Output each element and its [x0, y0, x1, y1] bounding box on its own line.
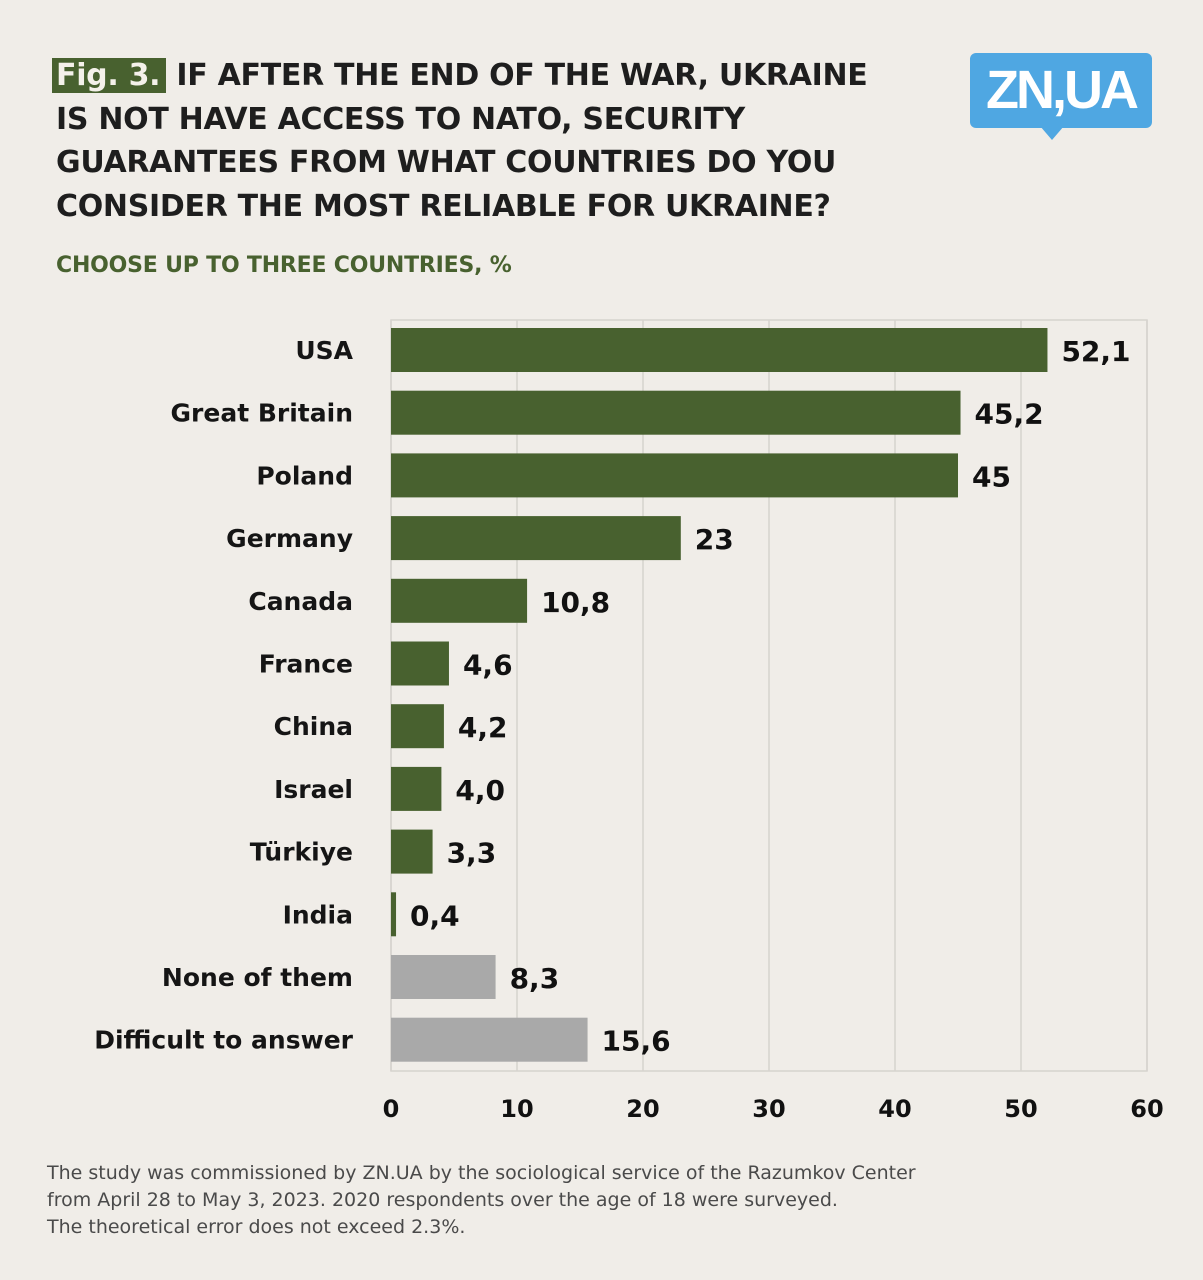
x-tick-label: 0	[383, 1095, 400, 1123]
bar	[391, 766, 442, 811]
value-label: 45,2	[975, 398, 1044, 431]
grid-lines	[390, 319, 1148, 1072]
category-label: None of them	[162, 963, 353, 992]
x-tick-label: 20	[626, 1095, 659, 1123]
bar	[391, 516, 681, 561]
category-label: Germany	[226, 524, 353, 553]
value-label: 8,3	[510, 962, 560, 995]
category-label: Canada	[248, 587, 353, 616]
category-label: USA	[295, 336, 353, 365]
title-line-3: GUARANTEES FROM WHAT COUNTRIES DO YOU	[56, 145, 837, 180]
footnote-line-1: The study was commissioned by ZN.UA by t…	[47, 1162, 916, 1184]
value-labels: 52,1 45,2 45 23 10,8 4,6 4,2 4,0 3,3 0,4 8,3 15,6	[410, 335, 1131, 1058]
footnote-line-3: The theoretical error does not exceed 2.…	[47, 1216, 466, 1238]
category-labels: USA Great Britain Poland Germany Canada Franc…	[94, 336, 353, 1055]
category-label: Great Britain	[171, 399, 353, 428]
logo-text: ZN,UA	[986, 60, 1139, 120]
category-label: Türkiye	[250, 838, 353, 867]
value-label: 3,3	[447, 837, 497, 870]
x-tick-label: 60	[1130, 1095, 1163, 1123]
bar	[391, 453, 958, 498]
bar	[391, 829, 433, 874]
value-label: 15,6	[602, 1025, 671, 1058]
bar	[391, 955, 496, 999]
bars	[391, 328, 1048, 1062]
category-label: India	[283, 900, 353, 929]
bar	[391, 390, 961, 435]
zn-ua-logo: ZN,UA	[970, 53, 1152, 128]
value-label: 10,8	[541, 586, 610, 619]
title-line-4: CONSIDER THE MOST RELIABLE FOR UKRAINE?	[56, 188, 831, 224]
figure-label: Fig. 3.	[52, 58, 167, 93]
category-label: Israel	[274, 775, 353, 804]
bar-chart: USA Great Britain Poland Germany Canada Franc…	[94, 319, 1164, 1123]
value-label: 4,0	[455, 774, 505, 807]
chart-title: Fig. 3. IF AFTER THE END OF THE WAR, UKR…	[52, 54, 936, 228]
value-label: 23	[695, 523, 734, 556]
x-tick-label: 10	[500, 1095, 533, 1123]
bar	[391, 1017, 588, 1062]
chart-subtitle: CHOOSE UP TO THREE COUNTRIES, %	[56, 253, 512, 278]
x-tick-label: 40	[878, 1095, 911, 1123]
value-label: 45	[972, 460, 1011, 493]
value-label: 4,6	[463, 649, 513, 682]
category-label: China	[274, 712, 353, 741]
value-label: 0,4	[410, 899, 460, 932]
bar	[391, 641, 449, 686]
bar	[391, 704, 444, 749]
title-text-1: IF AFTER THE END OF THE WAR, UKRAINE	[176, 58, 868, 93]
footnote-line-2: from April 28 to May 3, 2023. 2020 respo…	[47, 1189, 838, 1211]
footnote: The study was commissioned by ZN.UA by t…	[47, 1160, 1097, 1241]
category-label: Difficult to answer	[94, 1026, 353, 1055]
category-label: Poland	[256, 461, 353, 490]
x-tick-label: 30	[752, 1095, 785, 1123]
bar	[391, 578, 528, 623]
title-line-1: Fig. 3. IF AFTER THE END OF THE WAR, UKR…	[52, 54, 936, 98]
value-label: 4,2	[458, 711, 508, 744]
x-axis-ticks: 0 10 20 30 40 50 60	[383, 1095, 1164, 1123]
value-label: 52,1	[1061, 335, 1130, 368]
logo-speech-bubble-tail	[1040, 126, 1064, 140]
bar	[391, 328, 1048, 372]
x-tick-label: 50	[1004, 1095, 1037, 1123]
title-line-2: IS NOT HAVE ACCESS TO NATO, SECURITY	[56, 101, 745, 137]
bar	[391, 892, 397, 937]
category-label: France	[259, 650, 353, 679]
